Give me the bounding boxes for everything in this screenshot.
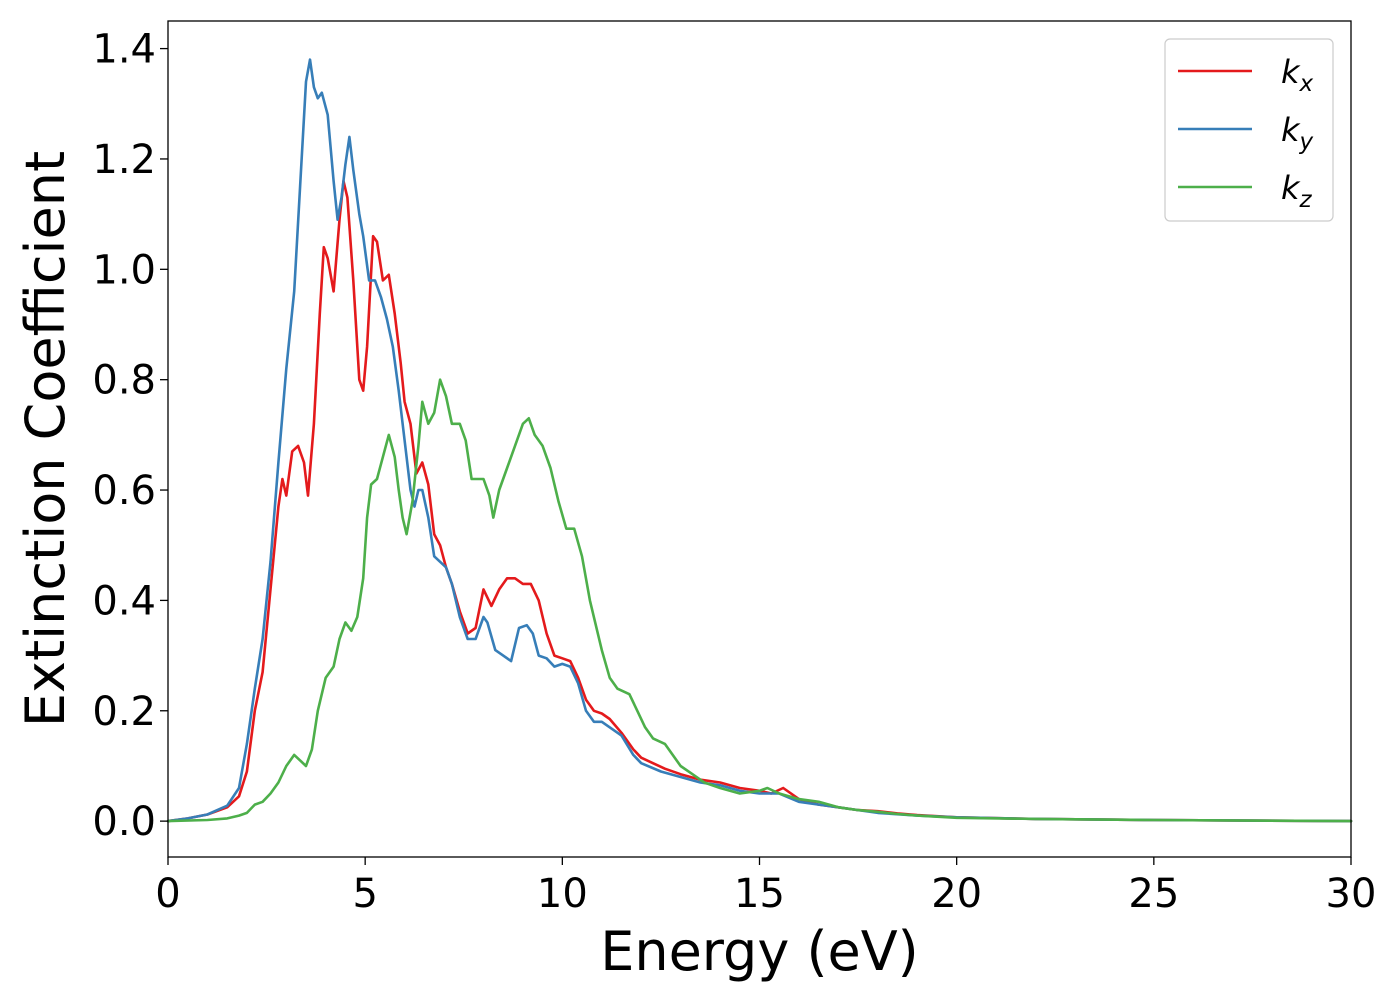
- y-tick-label: 0.6: [92, 468, 156, 514]
- x-axis-ticks: 0 5 10 15 20 25 30: [155, 857, 1376, 917]
- x-tick-label: 10: [537, 871, 588, 917]
- y-tick-label: 0.0: [92, 799, 156, 845]
- x-tick-label: 5: [352, 871, 377, 917]
- x-tick-label: 15: [734, 871, 785, 917]
- y-axis-label: Extinction Coefficient: [14, 151, 77, 727]
- legend-label-kx: kx: [1281, 53, 1314, 97]
- y-tick-label: 0.2: [92, 689, 156, 735]
- legend: kx ky kz: [1164, 38, 1334, 222]
- x-tick-label: 0: [155, 871, 180, 917]
- x-tick-label: 30: [1326, 871, 1377, 917]
- x-axis-label: Energy (eV): [600, 920, 919, 983]
- legend-label-ky: ky: [1281, 111, 1314, 155]
- y-tick-label: 1.0: [92, 247, 156, 293]
- y-tick-label: 0.8: [92, 358, 156, 404]
- x-tick-label: 20: [931, 871, 982, 917]
- x-tick-label: 25: [1128, 871, 1179, 917]
- series-lines: [166, 58, 1353, 823]
- y-tick-label: 1.2: [92, 137, 156, 183]
- y-tick-label: 0.4: [92, 578, 156, 624]
- y-axis-ticks: 0.0 0.2 0.4 0.6 0.8 1.0 1.2 1.4: [92, 27, 168, 845]
- series-line-kz: [166, 378, 1353, 823]
- y-tick-label: 1.4: [92, 27, 156, 73]
- series-line-kx: [166, 179, 1353, 823]
- legend-label-kz: kz: [1281, 169, 1313, 213]
